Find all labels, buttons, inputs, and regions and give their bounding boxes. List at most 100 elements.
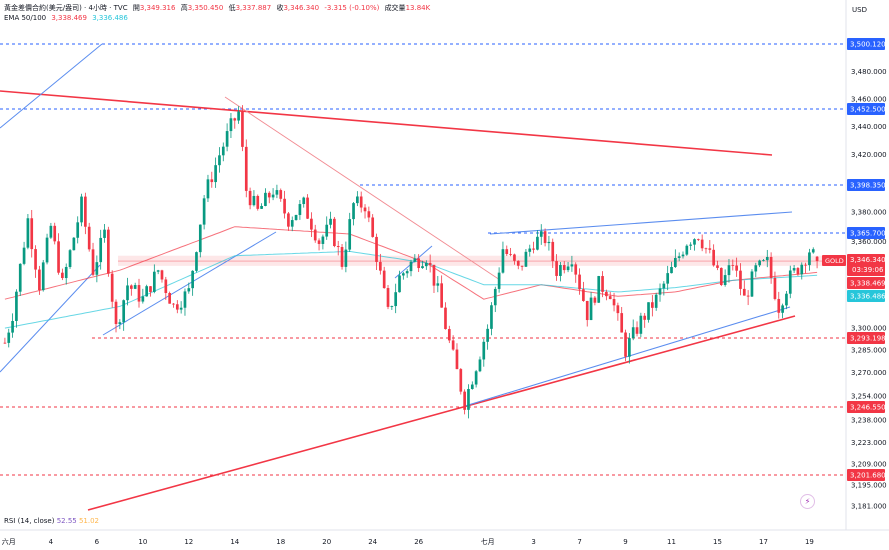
rsi-value-2: 51.02: [78, 517, 100, 525]
price-tick-label: 3,300.000: [851, 325, 887, 333]
candle-body: [80, 196, 83, 223]
price-tick-label: 3,360.000: [851, 238, 887, 246]
ema-label: EMA 50/100: [4, 14, 47, 22]
candle-body: [45, 237, 49, 263]
candle-body: [769, 256, 773, 278]
candle-body: [145, 286, 149, 297]
candle-body: [513, 254, 516, 261]
ema50-line: [4, 226, 818, 300]
candle-body: [386, 288, 390, 307]
candle-body: [321, 236, 325, 244]
time-tick-label: 9: [623, 538, 627, 546]
candle-body: [248, 190, 252, 206]
candle-body: [681, 254, 685, 257]
candle-body: [49, 225, 53, 238]
level-price-label: 3,500.120: [850, 41, 886, 49]
candle-body: [589, 297, 593, 321]
ema-legend[interactable]: EMA 50/100 3,338.469 3,336.486: [4, 14, 131, 22]
candle-body: [424, 262, 428, 267]
candle-body: [313, 229, 317, 241]
candle-body: [444, 307, 447, 330]
price-tick-label: 3,480.000: [851, 68, 887, 76]
candle-body: [643, 315, 647, 320]
horizontal-levels: [0, 43, 846, 476]
time-axis: 六月 4 6 10 12 14 18 20 24 26 七月 3 7 9 11 15 17 19: [0, 529, 889, 546]
candle-body: [267, 192, 271, 198]
symbol-title: 黃金差價合約(美元/盎司) · 4小時 · TVC: [4, 4, 128, 12]
candle-body: [417, 258, 421, 269]
candle-body: [110, 273, 114, 302]
candle-body: [294, 214, 298, 221]
candle-body: [195, 252, 198, 271]
channel-early-upper: [0, 43, 103, 129]
candle-body: [647, 302, 650, 320]
candle-body: [785, 293, 788, 306]
close-label: 收: [276, 4, 284, 12]
candle-body: [585, 300, 589, 321]
candle-body: [777, 298, 781, 313]
candle-body: [704, 248, 708, 250]
candle-body: [306, 197, 309, 219]
level-price-tag: [847, 401, 885, 413]
candle-body: [716, 265, 719, 268]
candle-body: [505, 249, 509, 254]
candle-body: [405, 271, 409, 274]
candle-body: [597, 276, 601, 303]
candle-body: [241, 111, 244, 147]
ema-price-tag: [847, 277, 885, 290]
candle-body: [536, 236, 539, 250]
candle-body: [562, 265, 566, 271]
candle-body: [264, 192, 267, 206]
candle-body: [605, 291, 608, 297]
candle-body: [68, 250, 72, 267]
candle-body: [800, 264, 804, 275]
candle-body: [202, 198, 206, 225]
candle-body: [532, 248, 535, 250]
candle-body: [447, 329, 451, 341]
level-price-label: 3,293.198: [850, 335, 886, 343]
candle-body: [455, 349, 459, 370]
candle-body: [287, 213, 290, 227]
candle-body: [666, 273, 670, 284]
candle-body: [582, 289, 585, 301]
candle-body: [179, 307, 183, 310]
candle-body: [344, 249, 348, 267]
channel-lower-trendline: [464, 306, 791, 407]
time-tick-label: 26: [414, 538, 423, 546]
candles: [3, 105, 819, 419]
currency-label[interactable]: USD: [852, 6, 867, 14]
candle-body: [298, 204, 302, 215]
flash-icon[interactable]: ⚡: [800, 494, 815, 509]
candle-body: [352, 203, 355, 220]
candle-body: [470, 384, 474, 389]
candle-body: [156, 270, 160, 272]
level-price-label: 3,398.350: [850, 182, 886, 190]
candle-body: [478, 359, 482, 372]
candle-body: [214, 165, 217, 183]
candle-body: [244, 146, 248, 191]
time-tick-label: 18: [276, 538, 285, 546]
candle-body: [302, 197, 306, 205]
candle-body: [719, 267, 723, 285]
candle-body: [310, 218, 313, 230]
candle-body: [509, 253, 512, 255]
candle-body: [815, 256, 819, 262]
candle-body: [486, 328, 489, 342]
candle-body: [229, 118, 233, 132]
candle-body: [735, 265, 738, 271]
high-value: 3,350.450: [187, 4, 224, 12]
ema-price-tag: [847, 290, 885, 303]
price-tick-label: 3,195.000: [851, 482, 887, 490]
rsi-legend[interactable]: RSI (14, close) 52.55 51.02: [4, 517, 99, 525]
candle-body: [781, 305, 784, 313]
ema-price-label: 3,336.486: [850, 293, 886, 301]
candle-body: [421, 266, 424, 269]
candle-body: [616, 305, 620, 314]
level-price-label: 3,365.700: [850, 230, 886, 238]
candle-body: [639, 315, 643, 334]
candle-body: [221, 146, 225, 156]
close-value: 3,346.340: [283, 4, 320, 12]
rsi-label: RSI (14, close): [4, 517, 55, 525]
price-tick-label: 3,440.000: [851, 123, 887, 131]
